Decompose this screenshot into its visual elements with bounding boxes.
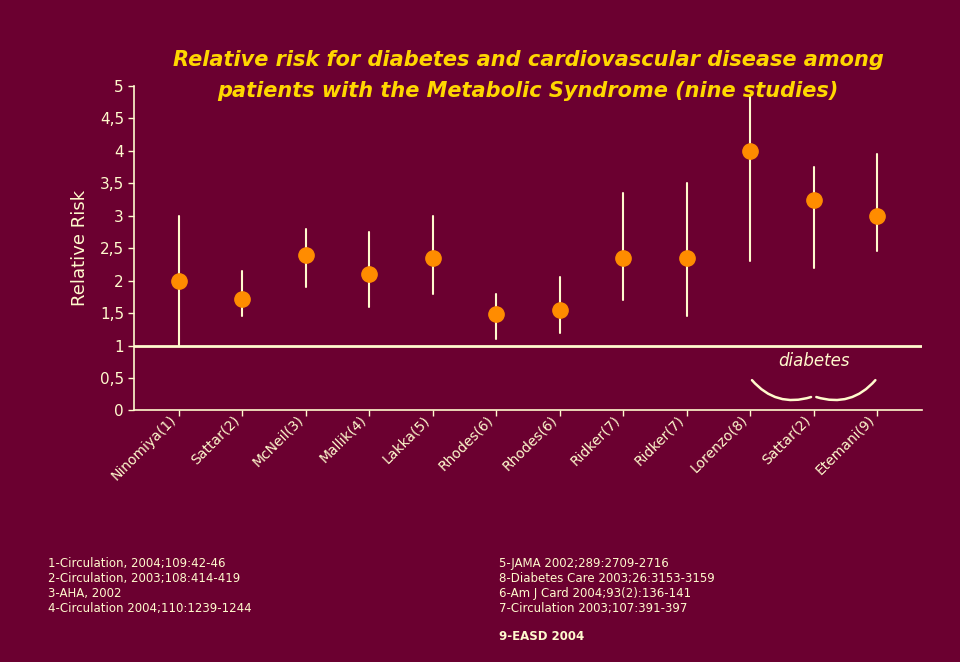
Text: diabetes: diabetes (778, 352, 850, 370)
Text: Ridker(7): Ridker(7) (632, 413, 686, 468)
Text: Ridker(7): Ridker(7) (568, 413, 623, 468)
Text: patients with the Metabolic Syndrome (nine studies): patients with the Metabolic Syndrome (ni… (217, 81, 839, 101)
Text: 5-JAMA 2002;289:2709-2716
8-Diabetes Care 2003;26:3153-3159
6-Am J Card 2004;93(: 5-JAMA 2002;289:2709-2716 8-Diabetes Car… (499, 557, 715, 616)
Text: Rhodes(6): Rhodes(6) (436, 413, 496, 473)
Text: Lorenzo(8): Lorenzo(8) (687, 413, 750, 475)
Text: Sattar(2): Sattar(2) (759, 413, 814, 467)
Text: Lakka(5): Lakka(5) (380, 413, 433, 466)
Text: Relative risk for diabetes and cardiovascular disease among: Relative risk for diabetes and cardiovas… (173, 50, 883, 70)
Text: 9-EASD 2004: 9-EASD 2004 (499, 630, 585, 643)
Text: Sattar(2): Sattar(2) (188, 413, 242, 467)
Y-axis label: Relative Risk: Relative Risk (71, 190, 88, 307)
Text: McNeil(3): McNeil(3) (250, 413, 306, 469)
Text: Rhodes(6): Rhodes(6) (499, 413, 560, 473)
Text: 1-Circulation, 2004;109:42-46
2-Circulation, 2003;108:414-419
3-AHA, 2002
4-Circ: 1-Circulation, 2004;109:42-46 2-Circulat… (48, 557, 252, 616)
Text: Ninomiya(1): Ninomiya(1) (108, 413, 179, 483)
Text: Mallik(4): Mallik(4) (317, 413, 370, 465)
Text: Etemani(9): Etemani(9) (812, 413, 877, 477)
